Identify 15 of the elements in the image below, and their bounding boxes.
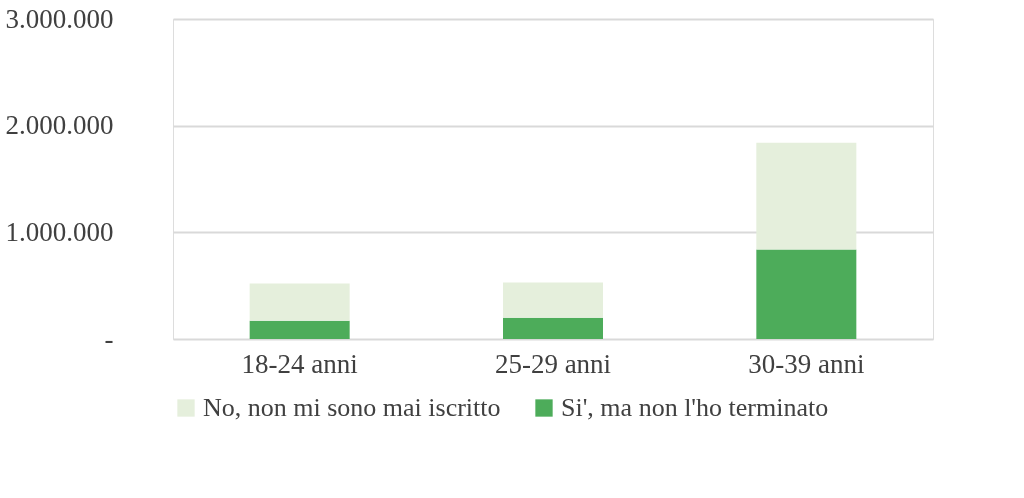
x-tick-label: 25-29 anni xyxy=(494,348,612,379)
legend-label: No, non mi sono mai iscritto xyxy=(203,393,501,422)
bar xyxy=(503,317,603,339)
bar xyxy=(756,249,857,339)
bar xyxy=(756,142,857,250)
y-tick-label: 2.000.000 xyxy=(5,110,114,141)
x-tick-label: 18-24 anni xyxy=(241,348,358,379)
bar xyxy=(249,320,350,339)
legend-label: Si', ma non l'ho terminato xyxy=(561,393,829,422)
x-tick-label: 30-39 anni xyxy=(748,348,865,379)
bar xyxy=(249,283,350,321)
y-tick-label: - xyxy=(104,323,114,354)
y-tick-label: 3.000.000 xyxy=(5,3,114,34)
bar xyxy=(503,282,603,318)
y-tick-label: 1.000.000 xyxy=(5,216,114,247)
